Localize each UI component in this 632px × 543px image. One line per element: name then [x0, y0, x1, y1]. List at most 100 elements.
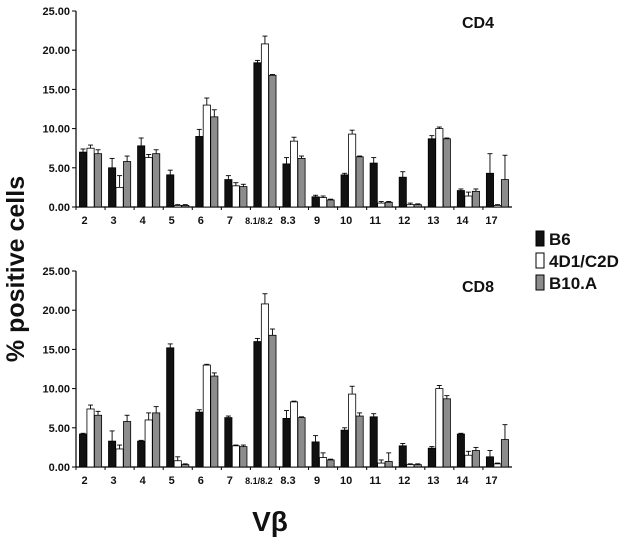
cd4-bar-b10-a: [355, 156, 364, 208]
legend-item-b6: B6: [535, 230, 571, 249]
cd4-bar-4d1-c2d: [144, 157, 153, 208]
cd8-bar-b10-a: [268, 334, 277, 468]
legend-swatch-4d1-c2d: [535, 252, 545, 269]
cd8-bar-4d1-c2d: [377, 462, 386, 468]
cd8-x-tick-label: 13: [427, 475, 439, 487]
panel-cd8: CD8 0.00 5.00 10.00 15.00 20.00 25.00 2 3 4 5 6 7 8.1…: [42, 266, 512, 487]
cd4-bar-4d1-c2d: [173, 205, 182, 208]
cd4-bar-4d1-c2d: [406, 204, 415, 208]
cd4-x-tick-label: 5: [169, 215, 175, 227]
cd4-x-tick-label: 11: [369, 215, 381, 227]
cd8-bar-b10-a: [355, 415, 364, 468]
cd8-bar-b10-a: [384, 461, 393, 468]
y-axis-title: % positive cells: [2, 176, 30, 362]
cd4-x-tick-label: 12: [398, 215, 410, 227]
cd8-bar-b10-a: [413, 464, 422, 468]
cd4-bar-b10-a: [384, 201, 393, 208]
legend-label-b10a: B10.A: [549, 274, 597, 293]
cd8-bar-b6: [456, 433, 465, 468]
cd8-x-tick-label: 9: [314, 475, 320, 487]
cd8-x-tick-label: 8.1/8.2: [245, 476, 273, 486]
cd4-bar-b10-a: [413, 204, 422, 208]
cd4-bar-b10-a: [210, 116, 219, 208]
cd4-bar-b6: [166, 174, 175, 208]
cd8-bar-4d1-c2d: [406, 464, 415, 468]
cd8-x-tick-label: 4: [140, 475, 147, 487]
cd4-bar-b10-a: [181, 205, 190, 208]
cd4-bar-b10-a: [500, 179, 509, 208]
cd4-bar-b10-a: [297, 157, 306, 208]
cd4-x-tick-label: 8.1/8.2: [245, 216, 273, 226]
cd8-bar-b10-a: [123, 421, 132, 468]
cd4-bar-b6: [485, 172, 494, 208]
cd8-bar-b10-a: [471, 450, 480, 468]
cd8-x-tick-label: 5: [169, 475, 175, 487]
cd8-x-tick-label: 11: [369, 475, 381, 487]
cd4-bar-4d1-c2d: [464, 195, 473, 208]
cd4-bar-b6: [195, 136, 204, 208]
cd8-bar-b6: [311, 441, 320, 468]
cd4-x-tick-label: 17: [485, 215, 497, 227]
cd4-y-tick-label: 15.00: [42, 84, 70, 96]
cd8-bar-b6: [340, 429, 349, 468]
cd4-x-tick-label: 3: [111, 215, 117, 227]
cd4-bar-b6: [137, 145, 146, 208]
cd4-y-tick-label: 10.00: [42, 124, 70, 136]
cd8-bar-b10-a: [500, 439, 509, 468]
cd8-x-tick-label: 10: [340, 475, 352, 487]
cd4-bar-b10-a: [326, 199, 335, 208]
cd4-y-tick-label: 0.00: [49, 202, 70, 214]
cd8-y-tick-label: 20.00: [42, 305, 70, 317]
cd4-bar-4d1-c2d: [289, 140, 298, 208]
cd8-y-tick-label: 0.00: [49, 462, 70, 474]
cd8-bar-b6: [253, 341, 262, 468]
cd8-bar-b6: [485, 456, 494, 468]
legend-swatch-b10a: [535, 274, 545, 291]
cd4-bar-4d1-c2d: [319, 197, 328, 208]
cd4-x-tick-label: 10: [340, 215, 352, 227]
cd4-bar-4d1-c2d: [260, 43, 269, 208]
legend-label-b6: B6: [549, 230, 571, 249]
cd4-bar-b10-a: [268, 74, 277, 208]
cd8-bar-b6: [398, 445, 407, 468]
cd8-bar-b6: [224, 417, 233, 468]
cd8-bar-b6: [137, 440, 146, 468]
cd8-bar-4d1-c2d: [231, 445, 240, 468]
legend-swatch-b6: [535, 230, 545, 247]
legend-label-4d1-c2d: 4D1/C2D: [549, 252, 619, 271]
cd4-x-tick-label: 14: [456, 215, 469, 227]
cd4-y-tick-label: 5.00: [49, 163, 70, 175]
cd4-y-tick-label: 25.00: [42, 6, 70, 18]
legend-item-4d1-c2d: 4D1/C2D: [535, 252, 619, 271]
cd4-bar-b6: [369, 162, 378, 208]
cd4-x-tick-label: 13: [427, 215, 439, 227]
cd4-x-tick-label: 9: [314, 215, 320, 227]
panel-cd4: CD4 0.00 5.00 10.00 15.00 20.00 25.00 2 3 4 5 6 7 8.1…: [42, 6, 512, 227]
cd8-bar-b6: [282, 417, 291, 468]
cd4-bar-b6: [253, 62, 262, 208]
cd8-bar-4d1-c2d: [348, 393, 357, 468]
cd8-x-tick-label: 17: [485, 475, 497, 487]
cd8-y-tick-label: 25.00: [42, 266, 70, 278]
cd4-bar-b6: [224, 179, 233, 208]
cd4-x-tick-label: 4: [140, 215, 147, 227]
cd8-bar-b6: [79, 433, 88, 468]
cd4-y-tick-label: 20.00: [42, 45, 70, 57]
cd4-x-tick-label: 7: [227, 215, 233, 227]
cd8-bar-b6: [195, 411, 204, 468]
cd4-x-tick-label: 2: [81, 215, 87, 227]
cd8-bar-b10-a: [239, 446, 248, 468]
cd8-x-tick-label: 6: [198, 475, 204, 487]
cd8-bar-4d1-c2d: [464, 454, 473, 468]
cd8-bar-4d1-c2d: [260, 303, 269, 468]
cd4-bar-4d1-c2d: [231, 185, 240, 208]
cd8-x-tick-label: 7: [227, 475, 233, 487]
cd8-x-tick-label: 12: [398, 475, 410, 487]
cd4-bar-b10-a: [123, 161, 132, 208]
cd8-bar-b10-a: [152, 412, 161, 468]
cd4-bar-4d1-c2d: [493, 205, 502, 208]
cd4-bar-b10-a: [471, 190, 480, 208]
cd4-bar-b6: [282, 163, 291, 208]
cd4-bar-b10-a: [239, 186, 248, 208]
